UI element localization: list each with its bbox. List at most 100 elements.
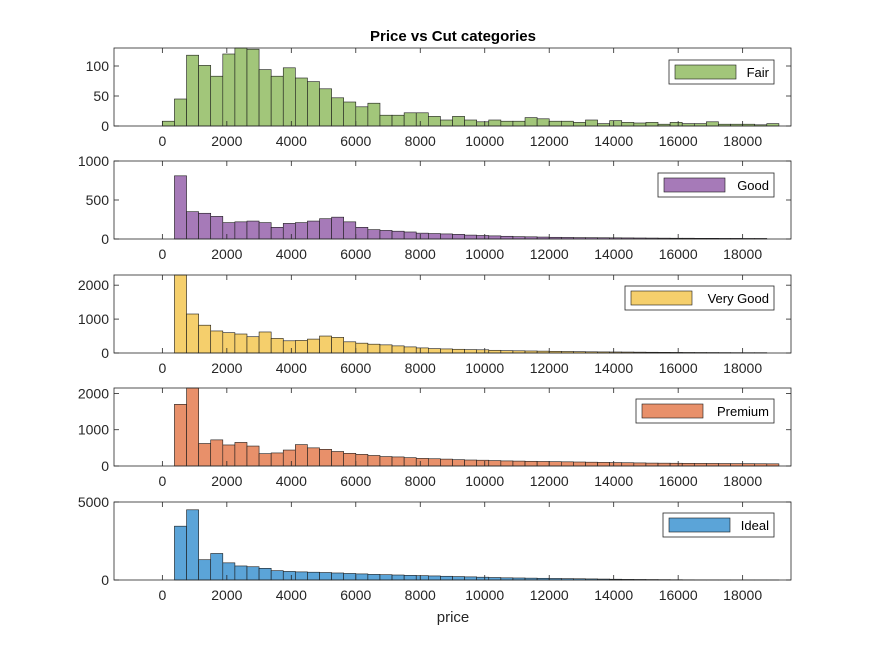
histogram-bar — [174, 525, 187, 581]
histogram-bar — [355, 342, 369, 354]
y-tick-label: 0 — [101, 572, 109, 588]
histogram-bar — [536, 118, 550, 127]
histogram-bar — [355, 454, 369, 467]
histogram-bar — [307, 338, 320, 354]
x-tick-label: 2000 — [211, 246, 242, 262]
histogram-bar — [198, 212, 212, 240]
y-tick-label: 500 — [86, 192, 110, 208]
x-tick-label: 4000 — [276, 360, 307, 376]
legend: Fair — [668, 59, 775, 85]
histogram-bar — [645, 122, 659, 127]
histogram-bar — [270, 570, 284, 581]
chart-title: Price vs Cut categories — [370, 28, 536, 45]
axes-frame — [113, 387, 792, 467]
legend-swatch — [641, 403, 704, 419]
histogram-bar — [343, 341, 357, 354]
x-tick-label: 2000 — [211, 360, 242, 376]
histogram-bar — [319, 218, 332, 240]
histogram-bar — [307, 447, 320, 467]
x-tick-label: 2000 — [211, 133, 242, 149]
histogram-bar — [500, 120, 514, 127]
histogram-bar — [500, 235, 514, 240]
histogram-bar — [295, 571, 308, 581]
x-tick-label: 6000 — [340, 360, 371, 376]
histogram-bar — [258, 331, 272, 354]
histogram-bar — [476, 349, 490, 354]
histogram-bar — [198, 559, 212, 581]
histogram-bar — [428, 116, 441, 127]
histogram-bar — [246, 445, 260, 467]
y-tick-label: 2000 — [78, 277, 109, 293]
histogram-bar — [186, 211, 199, 240]
histogram-bar — [367, 229, 381, 240]
histogram-bar — [452, 234, 465, 240]
histogram-bar — [367, 102, 381, 127]
histogram-bar — [307, 81, 320, 127]
x-tick-label: 18000 — [723, 133, 762, 149]
histogram-bar — [379, 114, 393, 127]
x-tick-label: 2000 — [211, 473, 242, 489]
x-tick-label: 8000 — [405, 360, 436, 376]
histogram-bar — [621, 122, 635, 127]
x-tick-label: 14000 — [594, 360, 633, 376]
x-tick-label: 8000 — [405, 473, 436, 489]
histogram-bar — [440, 458, 453, 467]
histogram-bar — [319, 449, 332, 467]
histogram-bar — [391, 230, 405, 240]
histogram-bar — [476, 459, 490, 467]
histogram-bar — [391, 456, 405, 467]
histogram-bar — [440, 575, 453, 581]
histogram-bar — [331, 451, 344, 467]
legend: Ideal — [662, 512, 775, 538]
histogram-bar — [657, 462, 671, 467]
histogram-bar — [343, 101, 357, 127]
histogram-bar — [403, 457, 417, 467]
histogram-bar — [500, 460, 514, 467]
histogram-bar — [669, 462, 683, 467]
histogram-bar — [403, 112, 417, 127]
histogram-bar — [452, 116, 465, 127]
histogram-bar — [186, 509, 199, 581]
histogram-bar — [633, 462, 647, 467]
x-tick-label: 16000 — [659, 360, 698, 376]
histogram-bar — [246, 566, 260, 581]
x-axis-label: price — [437, 609, 470, 626]
legend-label: Ideal — [741, 518, 769, 533]
histogram-bar — [464, 459, 477, 467]
histogram-bar — [681, 463, 695, 467]
histogram-bar — [548, 461, 562, 467]
histogram-bar — [476, 576, 490, 581]
x-tick-label: 2000 — [211, 587, 242, 603]
x-tick-label: 10000 — [465, 360, 504, 376]
x-tick-label: 0 — [158, 473, 166, 489]
axes-frame — [113, 47, 792, 127]
histogram-bar — [270, 338, 284, 354]
histogram-bar — [331, 97, 344, 127]
x-tick-label: 4000 — [276, 473, 307, 489]
subplot-ideal: 0 2000 4000 6000 8000 10000 12000 14000 16000 180… — [78, 494, 792, 603]
histogram-bar — [186, 54, 199, 127]
histogram-bar — [548, 120, 562, 127]
histogram-bar — [282, 67, 296, 127]
histogram-bar — [524, 117, 538, 127]
axes-frame — [113, 274, 792, 354]
x-tick-label: 18000 — [723, 587, 762, 603]
y-tick-label: 2000 — [78, 385, 109, 401]
histogram-bar — [270, 75, 284, 127]
histogram-bar — [270, 227, 284, 240]
histogram-bar — [415, 458, 429, 467]
histogram-bar — [355, 573, 369, 581]
histogram-bar — [488, 349, 502, 354]
histogram-bar — [585, 461, 598, 467]
histogram-bar — [307, 220, 320, 240]
histogram-bar — [258, 453, 272, 467]
x-tick-label: 18000 — [723, 473, 762, 489]
histogram-bar — [355, 106, 369, 127]
y-tick-label: 1000 — [78, 153, 109, 169]
x-tick-label: 4000 — [276, 246, 307, 262]
x-tick-label: 10000 — [465, 133, 504, 149]
histogram-bar — [319, 335, 332, 354]
legend: Good — [657, 172, 775, 198]
histogram-bar — [476, 121, 490, 127]
histogram-bar — [295, 77, 308, 127]
